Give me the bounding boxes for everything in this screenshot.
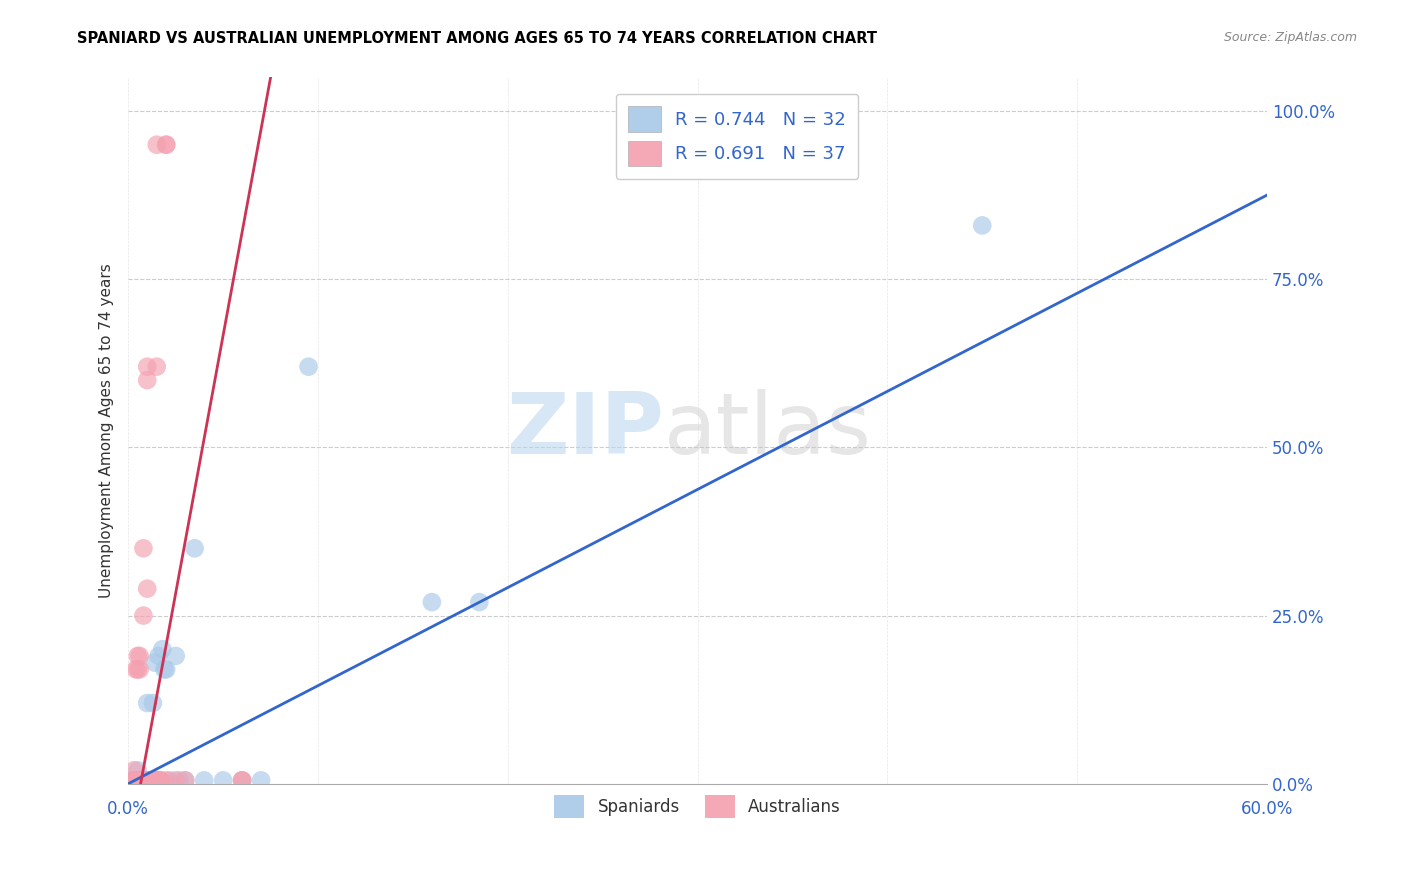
Point [231, 773, 253, 788]
Point [297, 359, 319, 374]
Point [136, 582, 159, 596]
Point [132, 541, 155, 556]
Point [125, 773, 148, 788]
Point [972, 219, 994, 233]
Point [134, 773, 156, 788]
Point [132, 773, 155, 788]
Point [136, 359, 159, 374]
Point [127, 662, 149, 676]
Point [121, 773, 143, 788]
Text: SPANIARD VS AUSTRALIAN UNEMPLOYMENT AMONG AGES 65 TO 74 YEARS CORRELATION CHART: SPANIARD VS AUSTRALIAN UNEMPLOYMENT AMON… [77, 31, 877, 46]
Point [174, 773, 197, 788]
Point [132, 608, 155, 623]
Point [131, 773, 153, 788]
Point [155, 137, 177, 152]
Point [131, 773, 153, 788]
Point [136, 373, 159, 387]
Point [159, 773, 181, 788]
Point [128, 662, 150, 676]
Point [127, 773, 149, 788]
Point [145, 773, 167, 788]
Point [148, 648, 170, 663]
Point [145, 137, 167, 152]
Point [138, 773, 160, 788]
Point [132, 773, 155, 788]
Text: ZIP: ZIP [506, 389, 664, 472]
Legend: Spaniards, Australians: Spaniards, Australians [547, 788, 848, 825]
Point [121, 773, 143, 788]
Point [155, 662, 177, 676]
Y-axis label: Unemployment Among Ages 65 to 74 years: Unemployment Among Ages 65 to 74 years [100, 263, 114, 598]
Point [165, 773, 187, 788]
Point [193, 773, 215, 788]
Point [136, 696, 159, 710]
Point [231, 773, 253, 788]
Text: atlas: atlas [664, 389, 872, 472]
Point [122, 773, 145, 788]
Point [142, 773, 165, 788]
Point [127, 648, 149, 663]
Point [212, 773, 235, 788]
Point [128, 648, 150, 663]
Point [136, 773, 159, 788]
Point [125, 662, 148, 676]
Point [136, 773, 159, 788]
Point [183, 541, 205, 556]
Point [131, 773, 153, 788]
Point [122, 764, 145, 778]
Point [149, 773, 172, 788]
Point [174, 773, 197, 788]
Point [142, 696, 165, 710]
Point [169, 773, 191, 788]
Point [139, 773, 162, 788]
Text: Source: ZipAtlas.com: Source: ZipAtlas.com [1223, 31, 1357, 45]
Point [127, 773, 149, 788]
Point [149, 773, 172, 788]
Point [250, 773, 273, 788]
Point [142, 773, 165, 788]
Point [420, 595, 443, 609]
Point [165, 648, 187, 663]
Point [152, 642, 174, 657]
Point [148, 773, 170, 788]
Point [131, 773, 153, 788]
Point [145, 773, 167, 788]
Point [155, 773, 177, 788]
Point [125, 773, 148, 788]
Point [145, 773, 167, 788]
Point [127, 764, 149, 778]
Point [231, 773, 253, 788]
Point [145, 359, 167, 374]
Point [143, 656, 166, 670]
Point [155, 137, 177, 152]
Point [127, 773, 149, 788]
Point [468, 595, 491, 609]
Point [153, 662, 176, 676]
Point [139, 773, 162, 788]
